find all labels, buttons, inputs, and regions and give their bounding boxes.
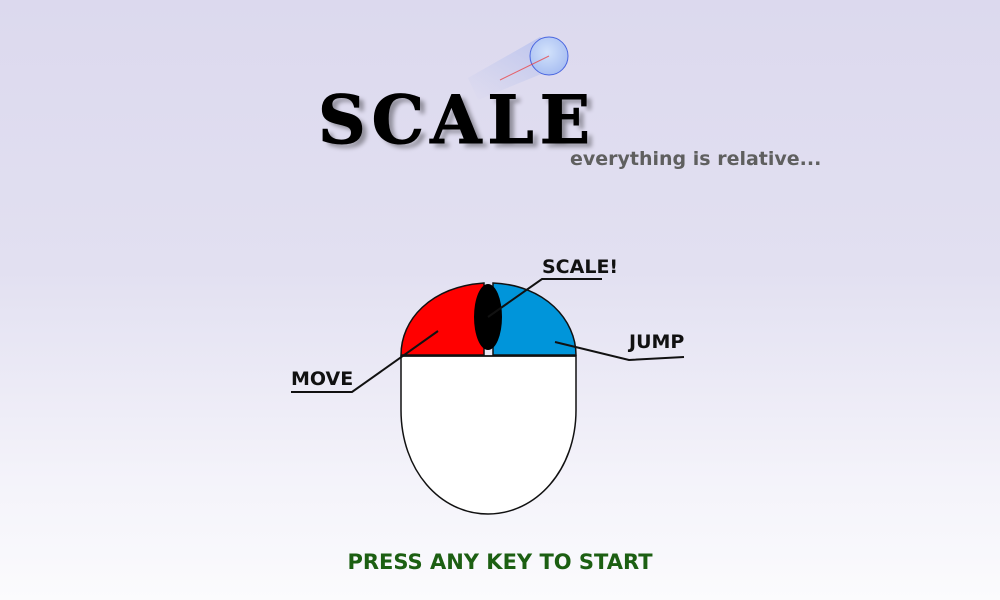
right-mouse-button[interactable] xyxy=(492,282,577,356)
start-prompt[interactable]: PRESS ANY KEY TO START xyxy=(347,550,653,574)
jump-callout-line xyxy=(554,341,685,362)
game-title: SCALE xyxy=(317,80,658,160)
move-callout-line xyxy=(291,330,439,393)
callout-lines xyxy=(291,278,685,393)
move-control-label: MOVE xyxy=(291,368,354,390)
ball-icon xyxy=(499,36,569,81)
scale-callout-line xyxy=(487,278,602,318)
scale-control-label: SCALE! xyxy=(542,256,619,278)
game-tagline: everything is relative... xyxy=(570,148,822,170)
jump-control-label: JUMP xyxy=(629,331,685,353)
mouse-body xyxy=(400,355,577,515)
game-title-text: SCALE xyxy=(317,81,597,160)
left-mouse-button[interactable] xyxy=(400,282,485,356)
